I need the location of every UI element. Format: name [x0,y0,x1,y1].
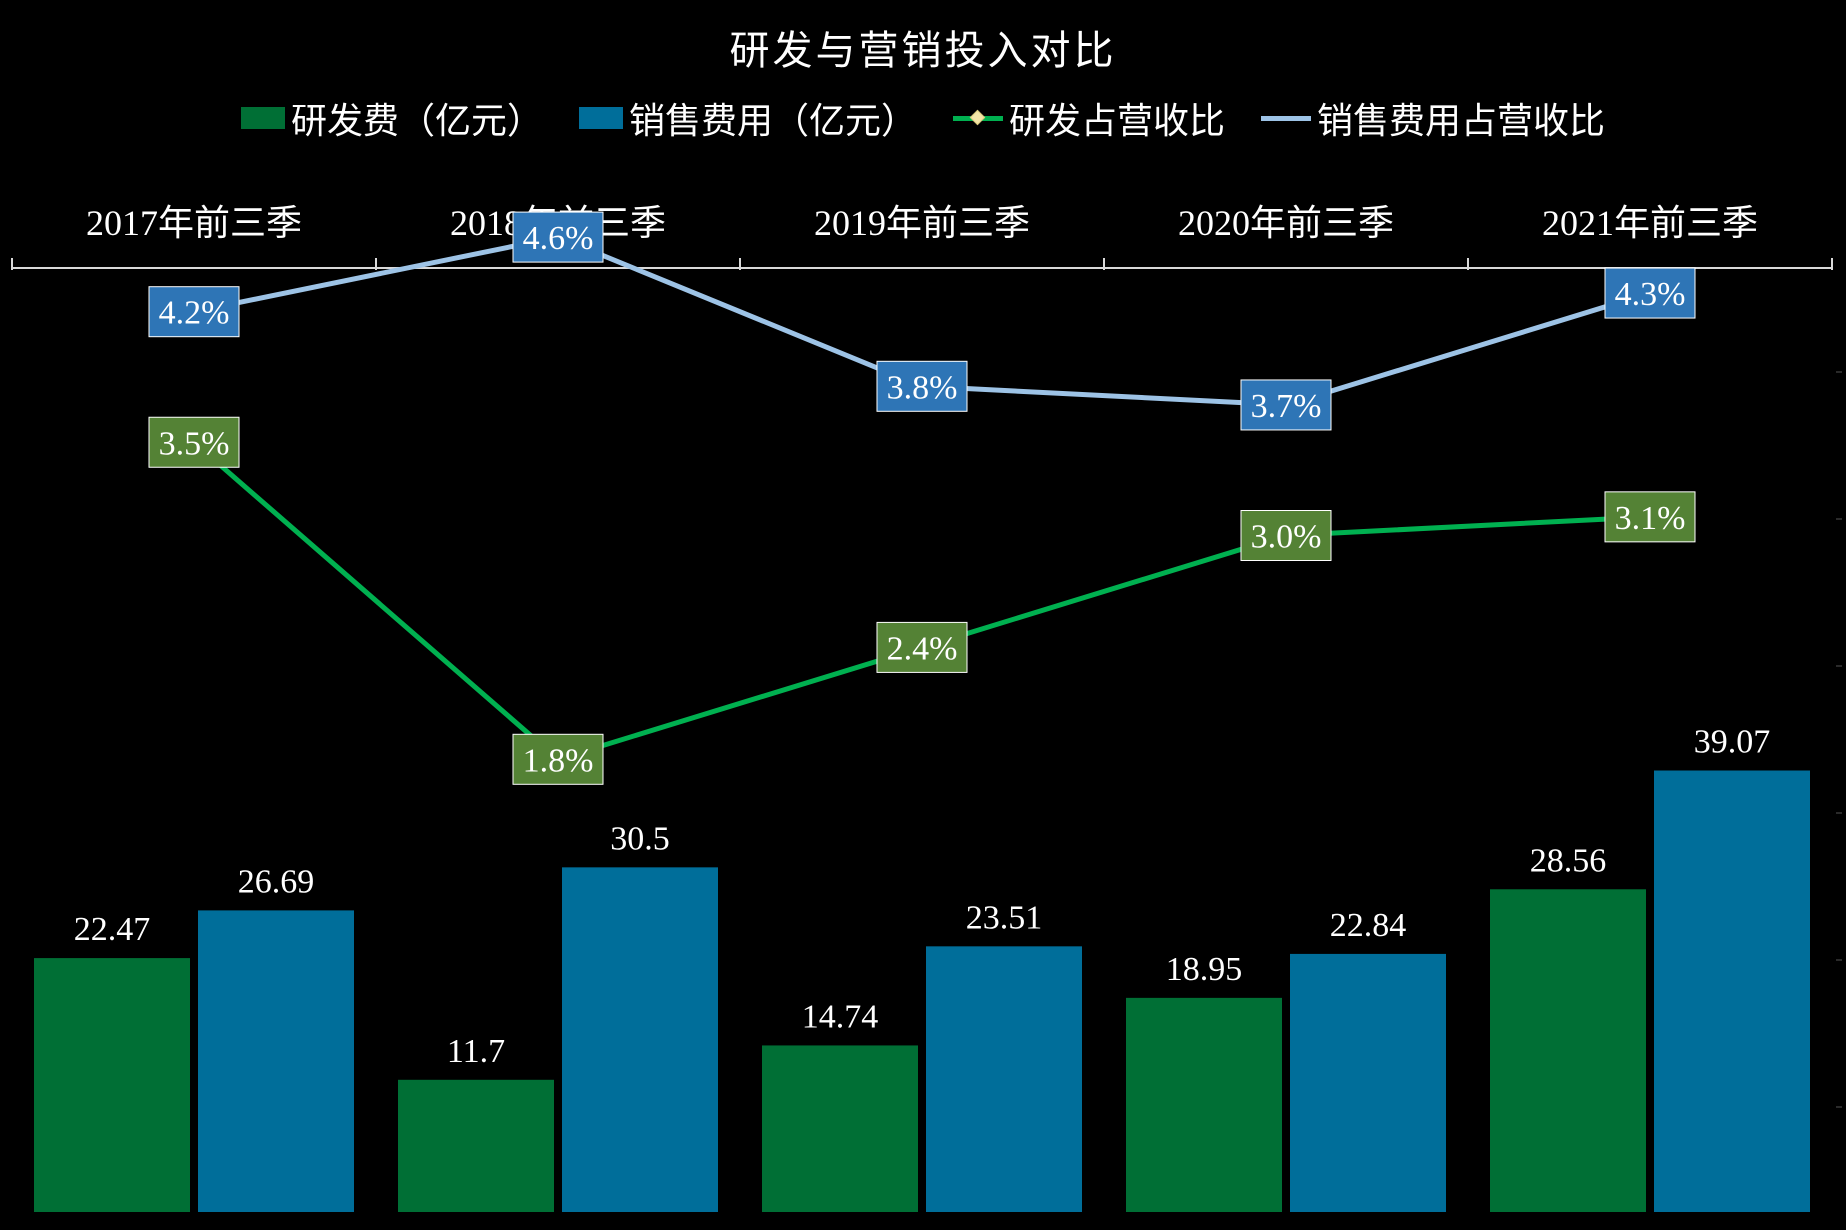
point-label-s3-2: 3.8% [887,369,958,406]
legend-label-2: 研发占营收比 [1009,101,1226,141]
point-label-box-s3-4 [1604,267,1696,319]
point-label-box-s2-1 [512,733,604,785]
bar-label-s1-0: 26.69 [238,863,315,900]
bar-s0-3 [1126,997,1282,1212]
point-label-s3-0: 4.2% [159,295,230,332]
bar-label-s1-2: 23.51 [966,899,1043,936]
bar-s1-0 [198,910,354,1212]
bar-s0-2 [762,1045,918,1212]
legend-swatch-1 [578,107,623,129]
bar-label-s0-2: 14.74 [802,998,879,1035]
x-tick-label-0: 2017年前三季 [86,203,302,243]
point-label-box-s3-2 [876,360,968,412]
line-series-2 [192,440,1651,762]
legend-item-0: 研发费（亿元） [240,92,543,144]
bar-label-s0-0: 22.47 [74,911,151,948]
x-tick-label-3: 2020年前三季 [1178,203,1394,243]
point-label-s2-3: 3.0% [1251,519,1322,556]
point-label-box-s3-1 [512,211,604,263]
legend-item-3: 销售费用占营收比 [1261,92,1605,144]
x-tick-label-2: 2019年前三季 [814,203,1030,243]
point-label-box-s2-3 [1240,510,1332,561]
bar-s1-3 [1290,953,1446,1212]
legend-label-1: 销售费用（亿元） [628,101,917,141]
bar-label-s1-3: 22.84 [1330,907,1407,944]
legend: 研发费（亿元） 销售费用（亿元） 研发占营收比 销售费用占营收比 [0,92,1846,144]
bar-s0-1 [398,1079,554,1212]
bar-s0-4 [1490,889,1646,1212]
point-label-box-s3-0 [148,286,240,338]
point-label-s3-4: 4.3% [1615,276,1686,313]
legend-item-2: 研发占营收比 [953,92,1225,144]
point-label-box-s2-2 [876,621,968,673]
legend-label-0: 研发费（亿元） [290,101,543,141]
bar-label-s1-1: 30.5 [610,820,670,857]
bar-s1-4 [1654,770,1810,1212]
bar-label-s0-1: 11.7 [447,1033,505,1070]
legend-label-3: 销售费用占营收比 [1317,101,1606,141]
bar-s1-2 [926,946,1082,1212]
x-tick-label-4: 2021年前三季 [1542,203,1758,243]
point-label-s2-2: 2.4% [887,630,958,667]
legend-item-1: 销售费用（亿元） [578,92,917,144]
bar-label-s1-4: 39.07 [1694,724,1771,761]
legend-swatch-3 [1261,107,1312,129]
point-label-s2-4: 3.1% [1615,500,1686,537]
bar-s1-1 [562,867,718,1212]
point-label-s3-1: 4.6% [523,220,594,257]
chart-title: 研发与营销投入对比 [729,28,1117,73]
legend-swatch-2 [953,107,1003,129]
bar-label-s0-4: 28.56 [1530,842,1607,879]
legend-swatch-0 [240,107,285,129]
point-label-s2-1: 1.8% [523,742,594,779]
bar-label-s0-3: 18.95 [1166,951,1243,988]
bar-s0-0 [34,958,190,1212]
point-label-box-s2-0 [148,416,240,468]
point-label-box-s2-4 [1604,491,1696,543]
point-label-s2-0: 3.5% [159,425,230,462]
point-label-s3-3: 3.7% [1251,388,1322,425]
point-label-box-s3-3 [1240,379,1332,431]
